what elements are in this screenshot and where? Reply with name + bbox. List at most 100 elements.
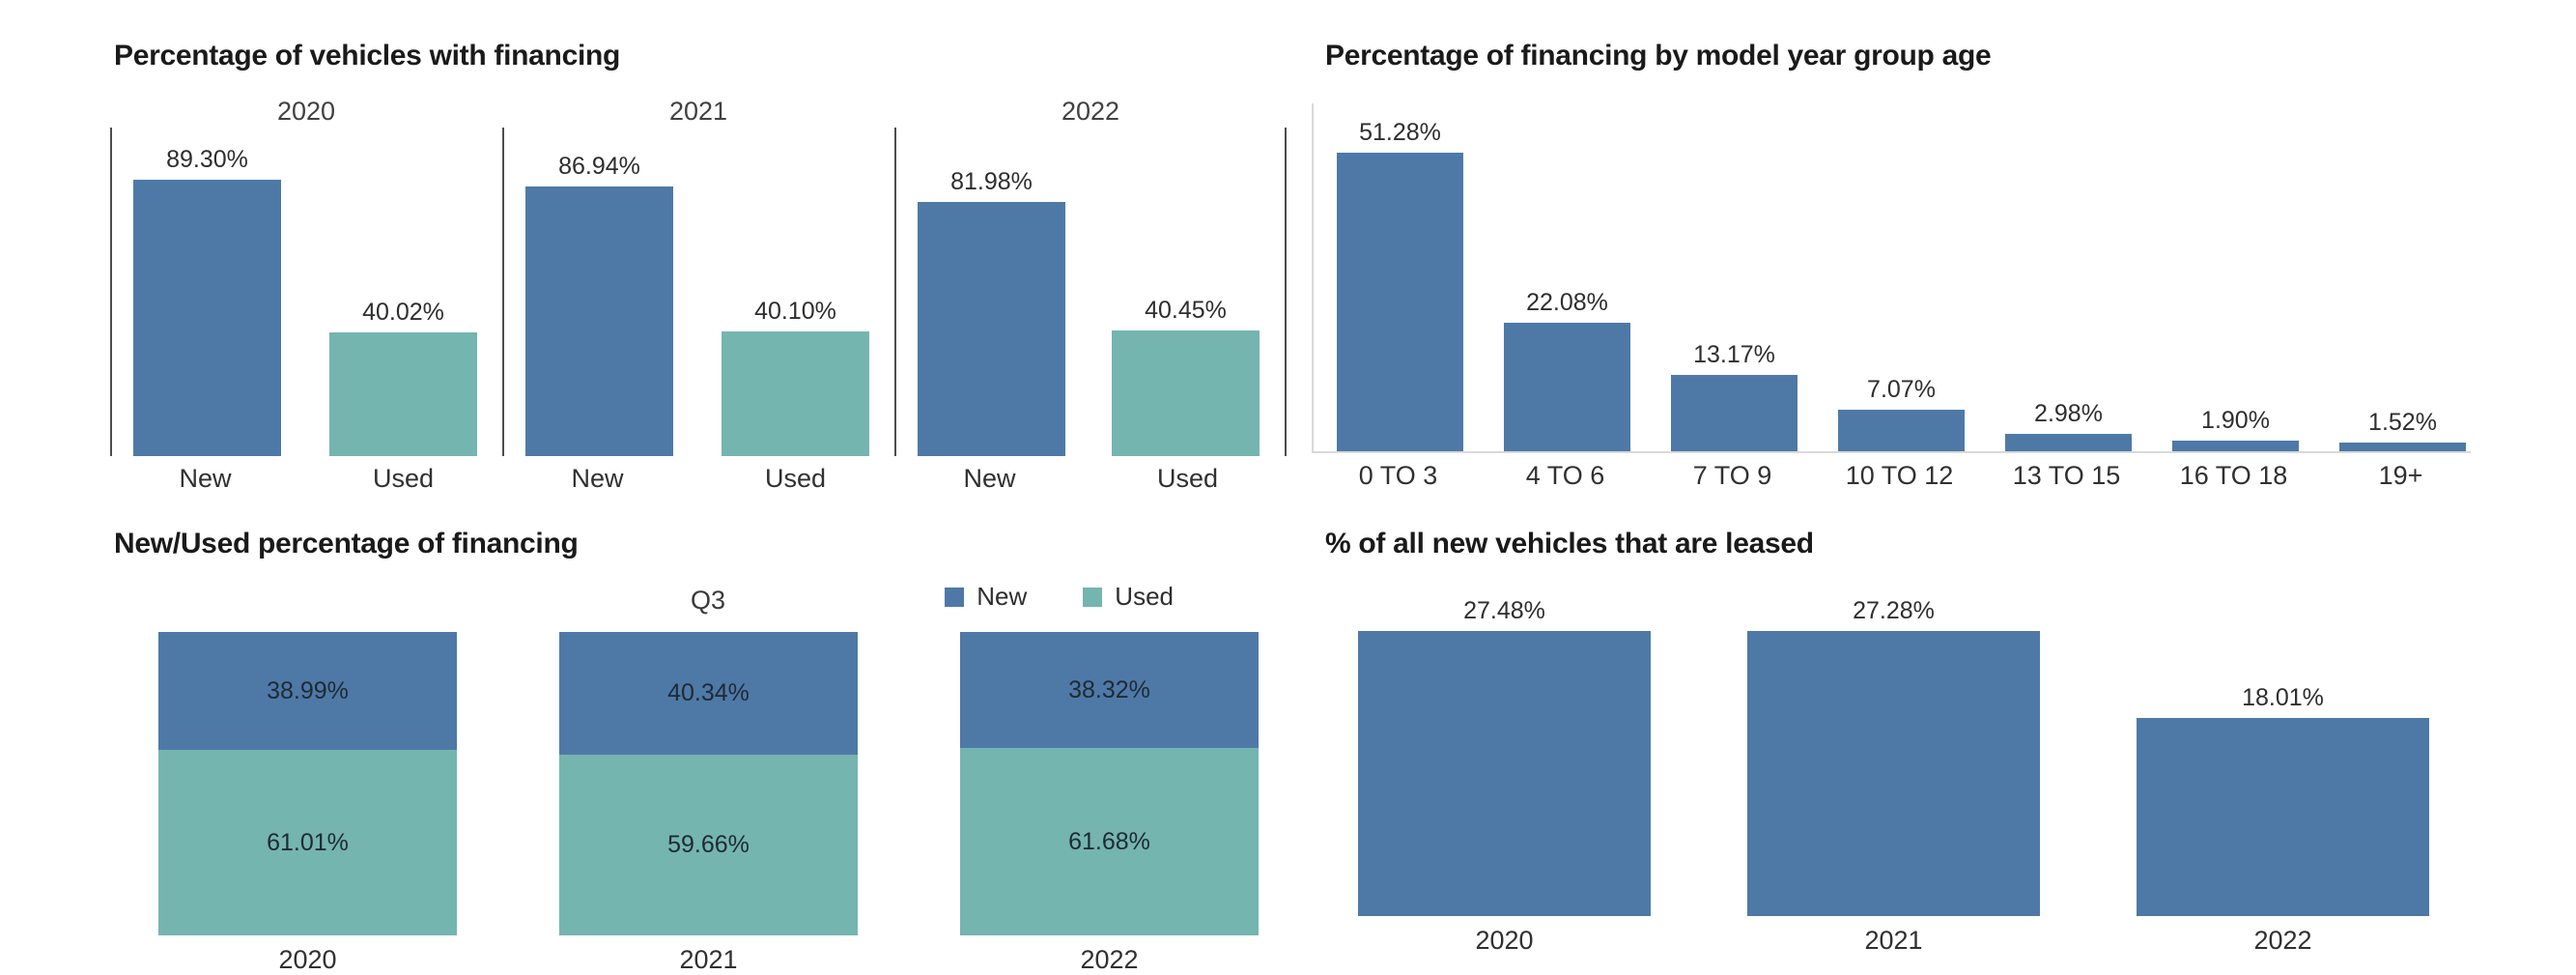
bar-slot: 86.94% <box>525 153 673 456</box>
pane-category-row: New Used <box>110 456 502 494</box>
pane-plot: 89.30% 40.02% <box>110 128 502 456</box>
stacked-bar-column: 38.99% 61.01% 2020 <box>158 632 457 975</box>
segment-value-label: 38.32% <box>1068 675 1150 703</box>
pane-plot: 86.94% 40.10% <box>502 128 894 456</box>
stacked-bar-column: 40.34% 59.66% 2021 <box>559 632 858 975</box>
chart-title: % of all new vehicles that are leased <box>1325 528 1814 559</box>
stacked-bars: 38.99% 61.01% 2020 40.34% 59.66% 2021 38.32% 61… <box>158 632 1259 975</box>
category-label: 10 TO 12 <box>1845 461 1954 490</box>
chart-title: New/Used percentage of financing <box>114 528 579 559</box>
segment-used[interactable]: 59.66% <box>559 754 858 935</box>
segment-value-label: 40.34% <box>667 678 750 706</box>
category-label: 2022 <box>2253 926 2312 955</box>
legend-swatch-used <box>1083 587 1103 607</box>
bar-used[interactable] <box>1112 330 1260 456</box>
segment-value-label: 38.99% <box>267 676 349 704</box>
bar-age-group[interactable] <box>1504 322 1630 451</box>
bar-new[interactable] <box>525 186 673 456</box>
bar-value-label: 40.10% <box>754 298 836 326</box>
pane-category-row: New Used <box>894 456 1287 494</box>
bar-column: 18.01% 2022 <box>2137 597 2429 956</box>
bar-age-group[interactable] <box>1337 152 1463 451</box>
bar-slot: 18.01% <box>2137 597 2429 916</box>
pane-header-year: 2022 <box>1061 97 1120 126</box>
legend-swatch-new <box>945 587 965 607</box>
segment-new[interactable]: 38.99% <box>158 632 457 751</box>
segment-used[interactable]: 61.01% <box>158 750 457 935</box>
bar-age-group[interactable] <box>2005 434 2132 451</box>
bar-slot: 22.08% <box>1504 289 1630 451</box>
category-label: 2021 <box>679 944 738 974</box>
bar-slot: 2.98% <box>2005 400 2132 451</box>
bar-slot: 40.10% <box>722 298 869 456</box>
segment-new[interactable]: 38.32% <box>960 632 1259 749</box>
bar-value-label: 81.98% <box>950 168 1033 195</box>
bar-age-group[interactable] <box>1671 374 1798 451</box>
category-label: 19+ <box>2378 461 2423 490</box>
age-category-row: 0 TO 3 4 TO 6 7 TO 9 10 TO 12 13 TO 15 16 TO … <box>1312 461 2521 491</box>
category-label: 13 TO 15 <box>2012 461 2121 490</box>
category-label: Used <box>1156 464 1219 493</box>
stacked-bar-column: 38.32% 61.68% 2022 <box>960 632 1259 975</box>
legend-item-used[interactable]: Used <box>1083 582 1174 612</box>
category-label: 0 TO 3 <box>1358 461 1438 490</box>
bar-slot: 51.28% <box>1337 119 1463 451</box>
bar-value-label: 13.17% <box>1693 340 1775 368</box>
category-label: 4 TO 6 <box>1525 461 1605 490</box>
bar-value-label: 1.90% <box>2201 406 2270 434</box>
bar-value-label: 89.30% <box>166 145 248 173</box>
segment-new[interactable]: 40.34% <box>559 632 858 755</box>
bar-slot: 89.30% <box>133 146 281 456</box>
bar-value-label: 86.94% <box>558 153 640 181</box>
stacked-bar: 40.34% 59.66% <box>559 632 858 935</box>
bar-slot: 40.02% <box>329 299 477 456</box>
bar-value-label: 22.08% <box>1526 288 1608 316</box>
segment-value-label: 59.66% <box>667 830 750 858</box>
category-label: Used <box>372 464 435 493</box>
legend-item-new[interactable]: New <box>945 582 1027 612</box>
bar-age-group[interactable] <box>1838 410 1965 451</box>
bar-slot: 81.98% <box>918 168 1065 456</box>
year-pane-2022: 2022 81.98% 40.45% New Used <box>894 96 1287 494</box>
bar-leased[interactable] <box>2137 718 2429 916</box>
pane-header-year: 2020 <box>276 97 336 126</box>
category-label: 7 TO 9 <box>1692 461 1772 490</box>
bar-slot: 40.45% <box>1112 297 1260 456</box>
bar-age-group[interactable] <box>2172 440 2299 451</box>
bar-column: 27.48% 2020 <box>1358 597 1651 956</box>
bar-age-group[interactable] <box>2339 442 2466 451</box>
year-pane-2020: 2020 89.30% 40.02% New Used <box>110 96 502 494</box>
category-label: 2022 <box>1080 944 1139 974</box>
bar-value-label: 7.07% <box>1867 376 1936 404</box>
bar-leased[interactable] <box>1358 631 1651 916</box>
segment-used[interactable]: 61.68% <box>960 748 1259 935</box>
category-label: New <box>571 464 624 493</box>
chart-new-leased: % of all new vehicles that are leased 27… <box>1314 512 2521 956</box>
bar-slot: 7.07% <box>1838 376 1965 451</box>
bar-new[interactable] <box>133 179 281 456</box>
segment-value-label: 61.01% <box>267 828 349 856</box>
legend-label: Used <box>1115 582 1174 611</box>
bar-leased[interactable] <box>1747 631 2040 916</box>
stacked-bar: 38.99% 61.01% <box>158 632 457 935</box>
bar-used[interactable] <box>722 331 869 456</box>
stacked-bar: 38.32% 61.68% <box>960 632 1259 935</box>
bar-slot: 13.17% <box>1671 340 1798 451</box>
category-label: 2020 <box>278 944 337 974</box>
chart-financing-by-age: Percentage of financing by model year gr… <box>1312 39 2521 491</box>
category-label: 16 TO 18 <box>2179 461 2288 490</box>
bar-slot: 1.90% <box>2172 406 2299 451</box>
bar-new[interactable] <box>918 202 1065 456</box>
bar-value-label: 1.52% <box>2368 408 2437 436</box>
bar-used[interactable] <box>329 331 477 456</box>
color-legend: New Used <box>945 582 1174 612</box>
chart-vehicles-with-financing: Percentage of vehicles with financing 20… <box>101 39 1299 494</box>
bar-column: 27.28% 2021 <box>1747 597 2040 956</box>
chart-title: Percentage of financing by model year gr… <box>1325 40 1992 72</box>
year-panes: 2020 89.30% 40.02% New Used 2021 86.94% 40.10% N… <box>110 96 1299 494</box>
pane-category-row: New Used <box>502 456 894 494</box>
category-label: 2021 <box>1864 926 1923 955</box>
pane-header-year: 2021 <box>668 97 728 126</box>
bar-slot: 27.48% <box>1358 597 1651 916</box>
